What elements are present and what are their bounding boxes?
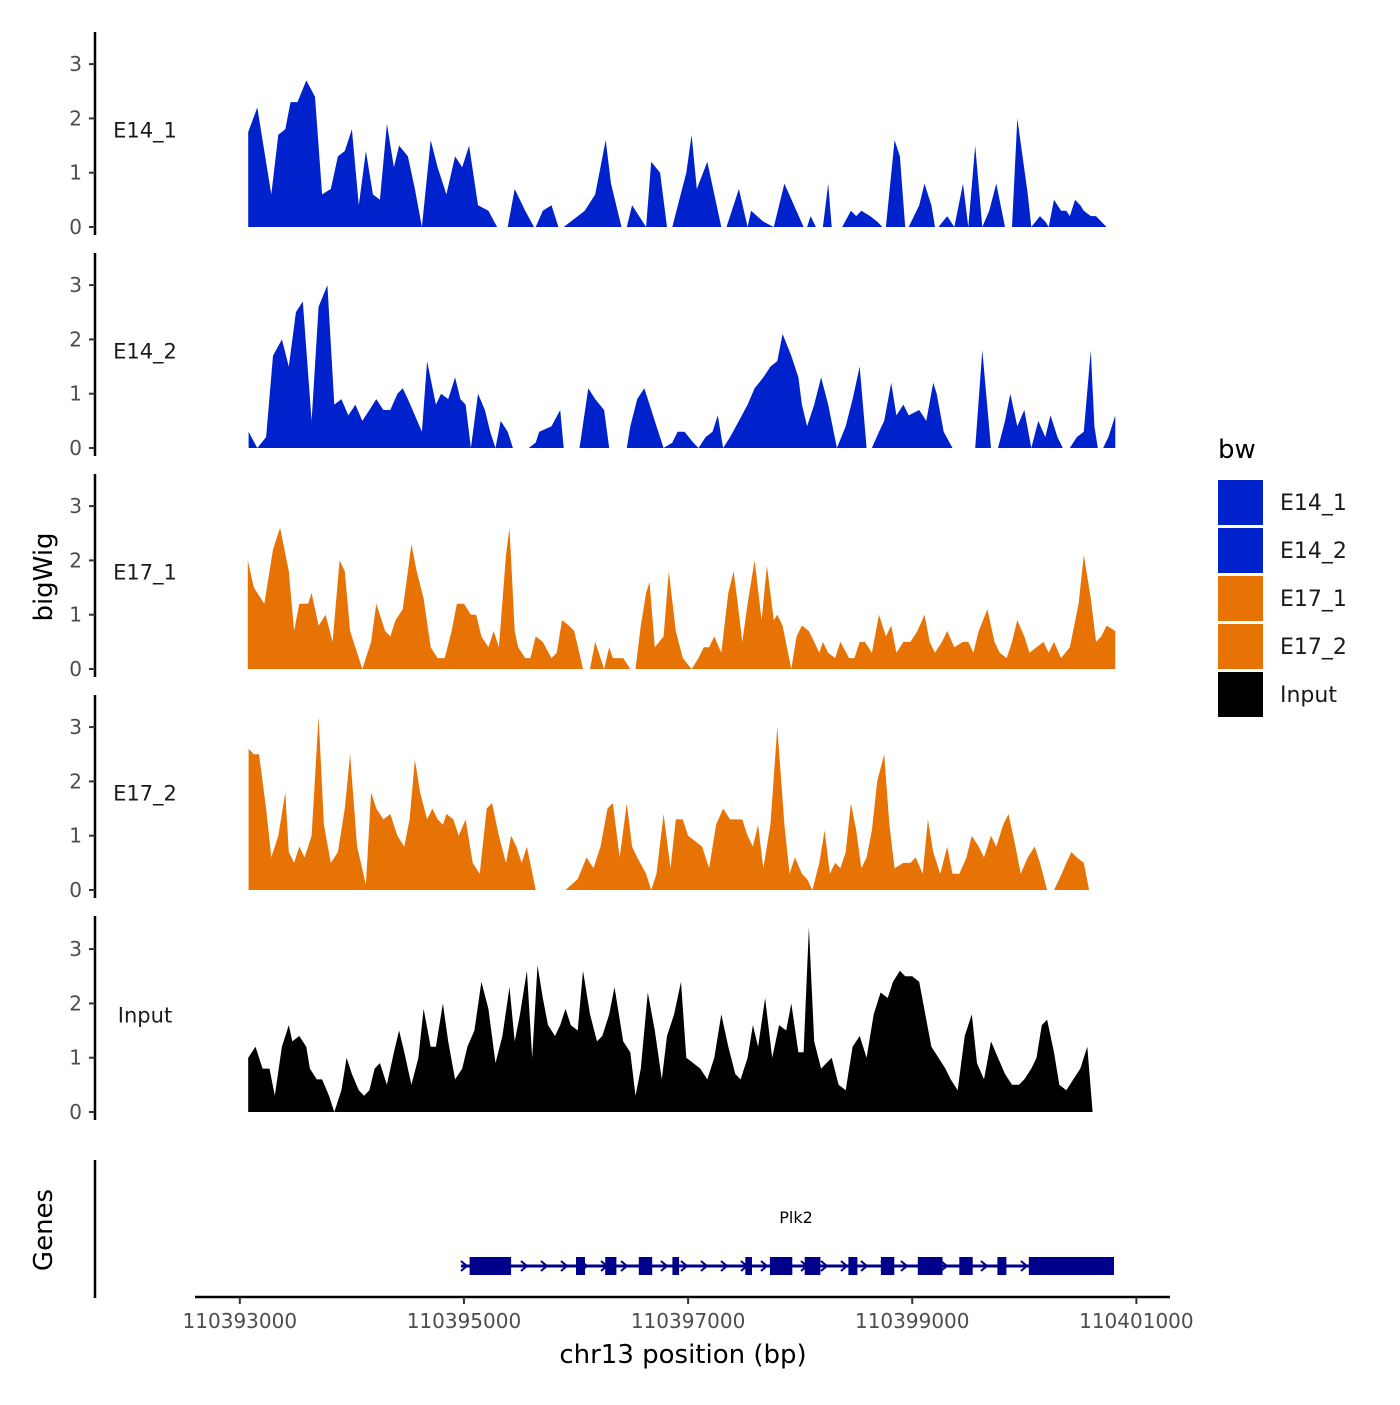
- strand-arrow: [860, 1260, 869, 1272]
- track-label-Input: Input: [118, 1003, 172, 1027]
- strand-arrow: [760, 1260, 769, 1272]
- y-tick-label: 2: [69, 991, 82, 1015]
- gene-exon: [959, 1257, 973, 1275]
- legend-swatch-Input: [1218, 672, 1263, 717]
- strand-arrow: [620, 1260, 629, 1272]
- y-tick-label: 0: [69, 657, 82, 681]
- gene-exon: [848, 1257, 858, 1275]
- gene-exon: [469, 1257, 512, 1275]
- y-axis-title: bigWig: [29, 532, 59, 621]
- strand-arrow: [820, 1260, 829, 1272]
- y-tick-label: 1: [69, 824, 82, 848]
- strand-arrow: [560, 1260, 569, 1272]
- y-tick-label: 1: [69, 382, 82, 406]
- y-tick-label: 2: [69, 327, 82, 351]
- legend-label-E14_2: E14_2: [1280, 539, 1347, 564]
- strand-arrow: [680, 1260, 689, 1272]
- y-tick-label: 3: [69, 52, 82, 76]
- y-tick-label: 1: [69, 161, 82, 185]
- legend-label-E14_1: E14_1: [1280, 491, 1347, 516]
- tracks-group: 0 1 2 3 E14_1 0 1 2 3 E14_2 0 1 2 3 E17_1 0 1 2 3 E17_2 0 1 2 3…: [69, 32, 1116, 1124]
- legend: bw E14_1 E14_2 E17_1 E17_2 Input: [1218, 435, 1347, 717]
- strand-arrow: [900, 1260, 909, 1272]
- track-area-E14_1: [248, 80, 1116, 228]
- strand-arrow: [700, 1260, 709, 1272]
- track-area-E14_2: [248, 285, 1116, 448]
- y-tick-label: 2: [69, 106, 82, 130]
- gene-name-label: Plk2: [779, 1208, 813, 1227]
- gene-panel: Plk2: [93, 1160, 1114, 1298]
- legend-swatch-E17_1: [1218, 576, 1263, 621]
- strand-arrow: [1020, 1260, 1029, 1272]
- x-axis: 110393000 110395000 110397000 110399000 1104…: [183, 1295, 1194, 1333]
- genes-axis-title: Genes: [29, 1189, 59, 1271]
- legend-swatch-E14_2: [1218, 528, 1263, 573]
- strand-arrow: [520, 1260, 529, 1272]
- gene-exon: [576, 1257, 585, 1275]
- track-area-Input: [248, 927, 1093, 1112]
- track-label-E14_1: E14_1: [113, 118, 177, 143]
- y-tick-label: 1: [69, 603, 82, 627]
- y-tick-label: 3: [69, 273, 82, 297]
- strand-arrow: [460, 1260, 469, 1272]
- y-tick-label: 3: [69, 937, 82, 961]
- x-axis-title: chr13 position (bp): [559, 1340, 806, 1370]
- gene-exon: [769, 1257, 793, 1275]
- legend-title: bw: [1218, 435, 1256, 465]
- strand-arrow: [660, 1260, 669, 1272]
- x-tick-label: 110393000: [183, 1309, 298, 1333]
- gene-exon: [672, 1257, 680, 1275]
- legend-label-E17_1: E17_1: [1280, 587, 1347, 612]
- x-tick-label: 110401000: [1079, 1309, 1194, 1333]
- x-tick-label: 110397000: [631, 1309, 746, 1333]
- y-tick-label: 1: [69, 1046, 82, 1070]
- y-tick-label: 3: [69, 715, 82, 739]
- legend-swatch-E14_1: [1218, 480, 1263, 525]
- x-tick-label: 110395000: [407, 1309, 522, 1333]
- y-tick-label: 0: [69, 215, 82, 239]
- y-tick-label: 3: [69, 494, 82, 518]
- y-tick-label: 0: [69, 1100, 82, 1124]
- track-Input: 0 1 2 3 Input: [69, 916, 1093, 1124]
- track-area-E17_1: [247, 527, 1116, 669]
- track-E17_1: 0 1 2 3 E17_1: [69, 474, 1116, 681]
- legend-label-Input: Input: [1280, 683, 1337, 708]
- strand-arrow: [980, 1260, 989, 1272]
- track-label-E14_2: E14_2: [113, 339, 177, 364]
- gene-exon: [745, 1257, 752, 1275]
- gene-exon: [880, 1257, 895, 1275]
- gene-exon: [997, 1257, 1007, 1275]
- y-tick-label: 0: [69, 878, 82, 902]
- track-label-E17_2: E17_2: [113, 781, 177, 806]
- track-area-E17_2: [248, 716, 1090, 890]
- strand-arrow: [840, 1260, 849, 1272]
- gene-exon: [917, 1257, 943, 1275]
- gene-exon: [1028, 1257, 1114, 1275]
- strand-arrow: [720, 1260, 729, 1272]
- strand-arrow: [540, 1260, 549, 1272]
- legend-label-E17_2: E17_2: [1280, 635, 1347, 660]
- x-tick-label: 110399000: [855, 1309, 970, 1333]
- y-tick-label: 0: [69, 436, 82, 460]
- strand-arrow: [940, 1260, 949, 1272]
- y-tick-label: 2: [69, 769, 82, 793]
- gene-exon: [804, 1257, 821, 1275]
- gene-exon: [605, 1257, 617, 1275]
- y-tick-label: 2: [69, 548, 82, 572]
- track-label-E17_1: E17_1: [113, 560, 177, 585]
- track-E17_2: 0 1 2 3 E17_2: [69, 695, 1090, 902]
- track-E14_1: 0 1 2 3 E14_1: [69, 32, 1116, 239]
- legend-swatch-E17_2: [1218, 624, 1263, 669]
- track-E14_2: 0 1 2 3 E14_2: [69, 253, 1116, 460]
- gene-exon: [638, 1257, 653, 1275]
